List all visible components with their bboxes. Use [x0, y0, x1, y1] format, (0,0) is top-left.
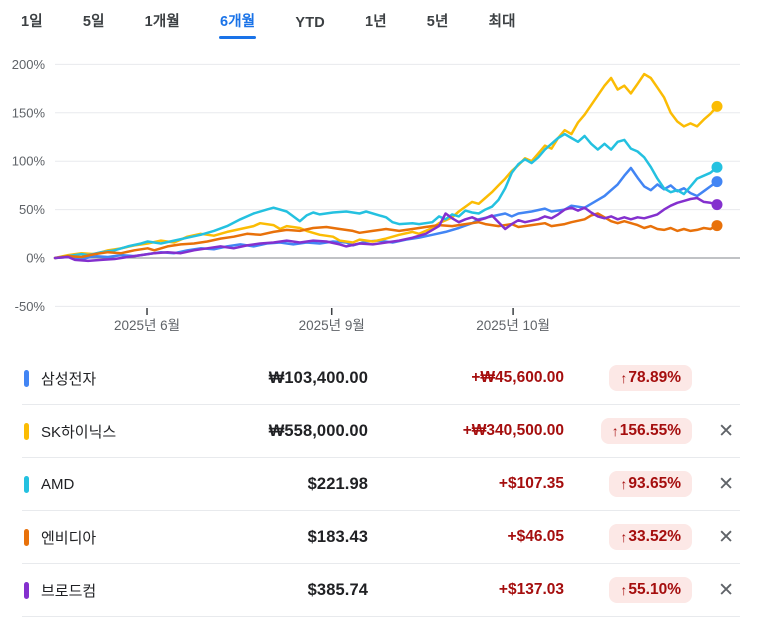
percent-change-badge: ↑ 93.65% — [609, 471, 692, 497]
remove-stock-button[interactable]: ✕ — [712, 524, 740, 551]
stock-change: +$107.35 — [498, 475, 564, 492]
time-range-tabs: 1일 5일 1개월 6개월 YTD 1년 5년 최대 — [0, 0, 762, 40]
percent-change-badge: ↑ 55.10% — [609, 577, 692, 603]
legend-row-nvidia: 엔비디아 $183.43 +$46.05 ↑ 33.52% ✕ — [22, 511, 740, 564]
up-arrow-icon: ↑ — [620, 529, 628, 545]
svg-text:150%: 150% — [12, 105, 46, 120]
legend-row-skhynix: SK하이닉스 ₩558,000.00 +₩340,500.00 ↑ 156.55… — [22, 405, 740, 458]
stock-change: +₩45,600.00 — [471, 369, 564, 386]
stock-price: $385.74 — [307, 580, 368, 599]
stock-name: 삼성전자 — [41, 370, 97, 388]
percent-change-value: 156.55% — [619, 422, 681, 439]
stock-comparison-chart[interactable]: 200% 150% 100% 50% 0% -50% 2025년 6월 2025년 9월 202… — [0, 42, 762, 344]
tab-6month[interactable]: 6개월 — [218, 10, 257, 40]
percent-change-value: 33.52% — [628, 528, 681, 545]
stock-price: ₩558,000.00 — [268, 421, 368, 440]
percent-change-value: 78.89% — [628, 369, 681, 386]
stock-price: $221.98 — [307, 474, 368, 493]
tab-1month[interactable]: 1개월 — [144, 10, 181, 40]
percent-change-badge: ↑ 156.55% — [600, 418, 692, 444]
legend-row-amd: AMD $221.98 +$107.35 ↑ 93.65% ✕ — [22, 458, 740, 511]
percent-change-value: 93.65% — [628, 475, 681, 492]
series-color-chip — [24, 475, 29, 493]
remove-stock-button[interactable]: ✕ — [712, 577, 740, 604]
legend-table: 삼성전자 ₩103,400.00 +₩45,600.00 ↑ 78.89% SK… — [22, 352, 740, 617]
svg-text:100%: 100% — [12, 154, 46, 169]
up-arrow-icon: ↑ — [620, 582, 628, 598]
tab-1year[interactable]: 1년 — [364, 10, 388, 40]
svg-text:2025년 10월: 2025년 10월 — [476, 318, 550, 333]
remove-stock-button[interactable]: ✕ — [712, 471, 740, 498]
stock-price: ₩103,400.00 — [268, 368, 368, 387]
svg-text:200%: 200% — [12, 57, 46, 72]
series-color-chip — [24, 422, 29, 440]
up-arrow-icon: ↑ — [620, 476, 628, 492]
percent-change-value: 55.10% — [628, 581, 681, 598]
stock-name: 브로드컴 — [41, 582, 97, 600]
tab-5year[interactable]: 5년 — [426, 10, 450, 40]
up-arrow-icon: ↑ — [620, 370, 628, 386]
legend-row-samsung: 삼성전자 ₩103,400.00 +₩45,600.00 ↑ 78.89% — [22, 352, 740, 405]
series-color-chip — [24, 369, 29, 387]
percent-change-badge: ↑ 33.52% — [609, 524, 692, 550]
svg-text:2025년 6월: 2025년 6월 — [114, 318, 180, 333]
percent-change-badge: ↑ 78.89% — [609, 365, 692, 391]
legend-row-broadcom: 브로드컴 $385.74 +$137.03 ↑ 55.10% ✕ — [22, 564, 740, 617]
stock-change: +$46.05 — [507, 528, 564, 545]
stock-change: +$137.03 — [498, 581, 564, 598]
stock-change: +₩340,500.00 — [462, 422, 564, 439]
series-color-chip — [24, 528, 29, 546]
up-arrow-icon: ↑ — [611, 423, 619, 439]
stock-name: SK하이닉스 — [41, 423, 117, 441]
stock-name: AMD — [41, 475, 75, 493]
svg-text:0%: 0% — [26, 251, 45, 266]
svg-text:2025년 9월: 2025년 9월 — [299, 318, 365, 333]
stock-price: $183.43 — [307, 527, 368, 546]
svg-text:-50%: -50% — [15, 299, 46, 314]
stock-name: 엔비디아 — [41, 529, 97, 547]
svg-text:50%: 50% — [19, 202, 45, 217]
tab-ytd[interactable]: YTD — [294, 15, 326, 40]
tab-5day[interactable]: 5일 — [82, 10, 106, 40]
tab-max[interactable]: 최대 — [488, 10, 517, 40]
comparison-line-chart-canvas[interactable]: 200% 150% 100% 50% 0% -50% 2025년 6월 2025년 9월 202… — [0, 42, 762, 344]
series-color-chip — [24, 581, 29, 599]
tab-1day[interactable]: 1일 — [20, 10, 44, 40]
remove-stock-button[interactable]: ✕ — [712, 418, 740, 445]
